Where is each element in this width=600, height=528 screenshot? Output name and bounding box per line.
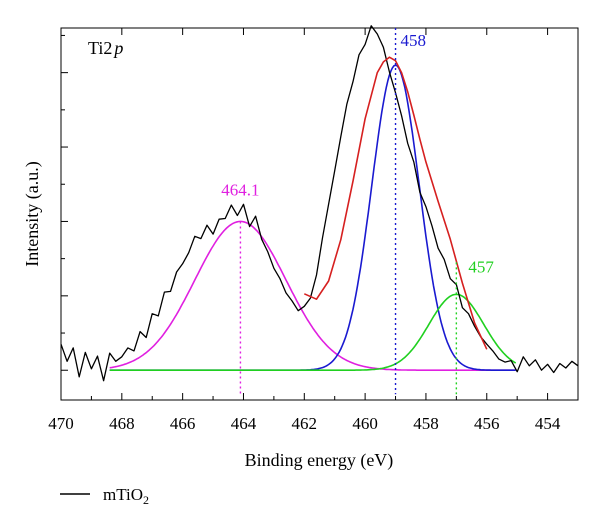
series-fit-envelope xyxy=(303,56,488,350)
series-layer xyxy=(60,25,579,382)
annotation-label-457: 457 xyxy=(468,257,494,276)
x-tick-label-468: 468 xyxy=(109,414,135,433)
annotation-label-458: 458 xyxy=(401,31,427,50)
x-tick-label-458: 458 xyxy=(413,414,439,433)
series-mtio2 xyxy=(60,25,579,382)
series-peak-464-1 xyxy=(109,220,516,371)
x-axis-label: Binding energy (eV) xyxy=(245,450,394,471)
x-tick-label-454: 454 xyxy=(535,414,561,433)
legend: mTiO2 xyxy=(60,485,149,507)
panel-label: Ti2 p xyxy=(88,38,123,58)
axis-layer: 470 468 466 464 462 460 458 456 454 xyxy=(48,28,579,433)
x-tick-label-462: 462 xyxy=(292,414,318,433)
annotation-layer: 464.1 458 457 xyxy=(221,28,494,395)
x-tick-label-464: 464 xyxy=(231,414,257,433)
x-tick-label-466: 466 xyxy=(170,414,196,433)
series-peak-457 xyxy=(109,293,517,371)
x-tick-label-470: 470 xyxy=(48,414,74,433)
x-tick-label-456: 456 xyxy=(474,414,500,433)
y-axis-label: Intensity (a.u.) xyxy=(22,161,43,266)
annotation-label-464-1: 464.1 xyxy=(221,180,259,199)
plot-frame xyxy=(60,27,579,401)
x-tick-label-460: 460 xyxy=(352,414,378,433)
legend-label-mtio2: mTiO2 xyxy=(103,485,149,507)
